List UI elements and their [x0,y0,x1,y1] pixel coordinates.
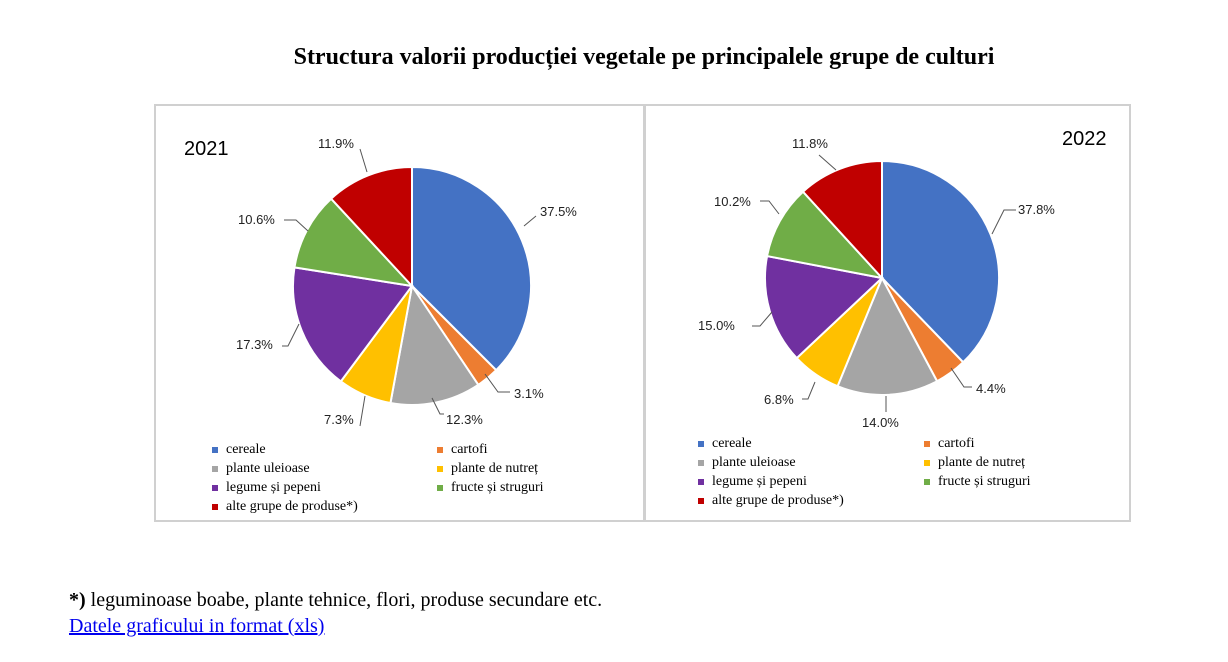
pie-slice-alte-grupe [801,159,883,281]
data-label-plante-de-nutret: 6.8% [764,392,794,407]
data-label-plante-uleioase: 14.0% [862,415,899,430]
legend-swatch [698,441,704,447]
legend-swatch [924,479,930,485]
legend-swatch [437,447,443,453]
leader-line [431,397,444,415]
legend-item-cereale: cereale [212,442,266,458]
legend-swatch [212,504,218,510]
leader-line [284,219,309,232]
data-label-cartofi: 3.1% [514,386,544,401]
pie-slice-plante-uleioase [389,283,480,406]
legend-label: alte grupe de produse*) [226,499,358,514]
leader-line [802,381,816,400]
legend-label: plante de nutreț [451,461,539,476]
pie-slice-legume-si-pepeni [764,254,885,360]
data-label-alte-grupe: 11.8% [792,136,828,151]
pie-year-label: 2022 [1062,128,1107,150]
footnote-mark: *) [69,589,86,611]
pie-chart-2022: 2022 37.8% 4.4% 14.0% 6.8% 15.0% 10.2% 11.8% [698,128,1107,430]
data-label-alte-grupe: 11.9% [318,136,354,151]
leader-line [359,395,366,427]
footnote: *) leguminoase boabe, plante tehnice, fl… [69,589,602,612]
pie-slice-legume-si-pepeni [292,266,414,383]
legend-label: fructe și struguri [451,480,544,495]
pie-panel-2021: 2021 37.5% 3.1% 12.3% 7.3% 17.3% 10.6% 11.9% c… [154,104,645,522]
legend-label: cereale [712,436,752,451]
legend-item-plante-de-nutret: plante de nutreț [924,455,1025,471]
pie-slice-alte-grupe [329,165,413,289]
legend-swatch [437,485,443,491]
legend-label: cartofi [451,442,488,457]
legend-label: fructe și struguri [938,474,1031,489]
data-label-cereale: 37.8% [1018,202,1055,217]
data-label-plante-de-nutret: 7.3% [324,412,354,427]
legend-item-plante-de-nutret: plante de nutreț [437,461,538,477]
leader-line [991,209,1016,235]
legend-item-fructe-si-struguri: fructe și struguri [437,480,544,496]
legend-label: alte grupe de produse*) [712,493,844,508]
leader-line [752,311,773,327]
legend-label: plante uleioase [226,461,310,476]
leader-line [282,323,300,347]
pie-panel-2022: 2022 37.8% 4.4% 14.0% 6.8% 15.0% 10.2% 11.8% c… [644,104,1131,522]
data-label-legume-si-pepeni: 17.3% [236,337,273,352]
leader-line [523,215,537,227]
pie-slice-cereale [881,159,1000,364]
legend-item-plante-uleioase: plante uleioase [212,461,310,477]
legend-swatch [212,485,218,491]
pie-year-label: 2021 [184,138,229,160]
legend-item-fructe-si-struguri: fructe și struguri [924,474,1031,490]
footnote-text: leguminoase boabe, plante tehnice, flori… [85,589,603,611]
data-label-cereale: 37.5% [540,204,577,219]
data-label-plante-uleioase: 12.3% [446,412,483,427]
legend-item-alte-grupe: alte grupe de produse*) [212,499,358,515]
leader-line [760,200,780,215]
pie-slice-plante-uleioase [836,275,939,396]
legend-item-cartofi: cartofi [437,442,488,458]
legend-swatch [212,447,218,453]
pie-chart-2021: 2021 37.5% 3.1% 12.3% 7.3% 17.3% 10.6% 11.9% [184,136,577,427]
legend-item-legume-si-pepeni: legume și pepeni [212,480,321,496]
legend-label: plante uleioase [712,455,796,470]
legend-item-legume-si-pepeni: legume și pepeni [698,474,807,490]
legend-swatch [698,479,704,485]
legend-item-plante-uleioase: plante uleioase [698,455,796,471]
pie-slice-cereale [411,165,532,372]
legend-item-cartofi: cartofi [924,436,975,452]
data-label-fructe-si-struguri: 10.6% [238,212,275,227]
pie-slice-fructe-si-struguri [765,190,885,280]
legend-label: plante de nutreț [938,455,1026,470]
legend-swatch [698,460,704,466]
legend-swatch [212,466,218,472]
chart-title: Structura valorii producției vegetale pe… [293,44,995,70]
data-label-cartofi: 4.4% [976,381,1006,396]
legend-item-cereale: cereale [698,436,752,452]
legend-swatch [924,441,930,447]
legend-swatch [924,460,930,466]
legend-item-alte-grupe: alte grupe de produse*) [698,493,844,509]
data-label-legume-si-pepeni: 15.0% [698,318,735,333]
legend-swatch [437,466,443,472]
legend-swatch [698,498,704,504]
legend-label: legume și pepeni [712,474,807,489]
legend-label: cartofi [938,436,975,451]
leader-line [484,373,510,393]
chart-data-download-link[interactable]: Datele graficului in format (xls) [69,615,325,637]
leader-line [950,367,972,388]
leader-line [359,148,368,173]
legend-label: cereale [226,442,266,457]
leader-line [818,154,837,171]
legend-label: legume și pepeni [226,480,321,495]
data-label-fructe-si-struguri: 10.2% [714,194,751,209]
